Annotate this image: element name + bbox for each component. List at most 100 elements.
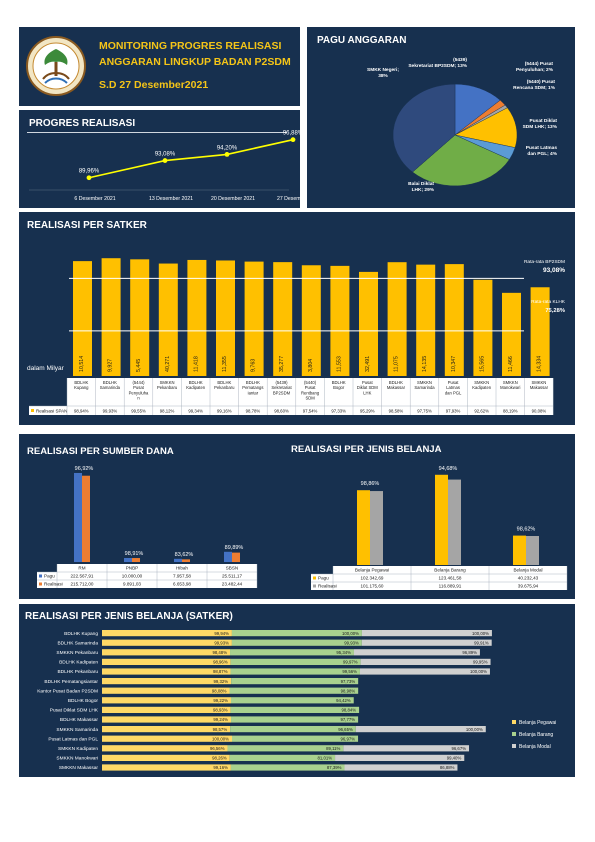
header-title-line1: MONITORING PROGRES REALISASI — [99, 40, 282, 52]
satker-table-legend-cell — [29, 406, 67, 415]
pie-slice-label: SMKK Negeri; 38% — [367, 67, 399, 79]
js-bar-segment — [231, 639, 362, 646]
js-bar-label: 98,26% — [212, 756, 227, 761]
satker-category-label: SMKKN Manokwari — [500, 380, 520, 390]
jenis-bar — [526, 536, 539, 565]
js-bar-label: 97,73% — [341, 679, 356, 684]
jenis-category-label: Belanja Barang — [434, 568, 466, 573]
pie-slice-label: (5439) Sekretariat BP2SDM; 13% — [408, 57, 467, 69]
sumber-cell-value: 10.000,00 — [122, 574, 143, 579]
jenis-cell-value: 40.232,43 — [518, 576, 539, 581]
satker-category-label: Pusat Latmas dan PGL — [445, 380, 462, 395]
progress-data-label: 89,96% — [79, 169, 100, 175]
satker-bar — [416, 264, 436, 376]
js-bar-label: 99,97% — [343, 660, 358, 665]
sumber-bar — [224, 551, 232, 562]
js-category-label: BDLHK Pekanbaru — [57, 669, 98, 675]
satker-legend-label: Realisasi SPAN — [36, 409, 67, 414]
js-bar-segment — [230, 697, 354, 704]
satker-percent-label: 99,16% — [217, 409, 232, 414]
js-bar-label: 98,57% — [213, 727, 228, 732]
js-bar-label: 96,56% — [210, 746, 225, 751]
pie-slice-label: Pusat Latmas dan PGL; 4% — [526, 145, 558, 157]
sumber-bar — [74, 472, 82, 562]
js-bar-segment — [102, 649, 231, 656]
js-bar-label: 98,98% — [341, 688, 356, 693]
satker-percent-label: 97,75% — [417, 409, 432, 414]
js-bar-segment — [102, 764, 231, 771]
satker-bar-value: 9,763 — [251, 359, 257, 372]
satker-bar-value: 35,277 — [279, 356, 285, 372]
satker-percent-label: 99,34% — [188, 409, 203, 414]
jenis-cell-value: 116.889,91 — [439, 584, 462, 589]
js-bar-label: 100,00% — [212, 736, 229, 741]
satker-bar-value: 11,075 — [394, 356, 400, 372]
satker-bar-value: 14,334 — [537, 356, 543, 372]
jenis-title: REALISASI PER JENIS BELANJA — [291, 444, 442, 455]
satker-category-label: Pusat Diklat SDM LHK — [357, 380, 378, 395]
sumber-cell-value: 23.482,44 — [222, 582, 243, 587]
js-category-label: SMKKN Kadipaten — [58, 746, 98, 752]
sumber-legend-label: Realisasi — [44, 582, 63, 587]
jenis-satker-bar-chart: BDLHK Kupang 99,94% 100,00% 100,00% BDLHK Sa… — [37, 630, 556, 771]
satker-bar-value: 14,135 — [422, 356, 428, 372]
js-category-label: Pusat Latmas dan PGL — [48, 736, 98, 742]
js-bar-label: 98,93% — [213, 708, 228, 713]
satker-category-label: BDLHK Pematangs iantar — [242, 380, 263, 395]
satker-bar-value: 40,271 — [165, 356, 171, 372]
satker-bar — [73, 261, 92, 376]
satker-bar — [273, 262, 293, 376]
progress-panel: PROGRES REALISASI 89,96% 6 Desember 2021 9… — [19, 110, 300, 208]
js-category-label: SMKKN Makassar — [59, 765, 99, 771]
satker-bar-value: 9,927 — [108, 359, 114, 372]
jenis-legend-swatch — [313, 584, 316, 588]
progress-data-label: 94,20% — [217, 145, 238, 151]
progress-underline — [27, 132, 287, 133]
js-bar-label: 99,91% — [474, 640, 489, 645]
satker-bar — [387, 262, 407, 376]
sumber-legend-swatch — [39, 582, 42, 586]
sumber-category-label: PNBP — [126, 566, 139, 571]
js-category-label: BDLHK Samarinda — [57, 640, 98, 646]
satker-bar — [216, 260, 235, 376]
sumber-category-label: SBSN — [226, 566, 239, 571]
progress-series-line — [88, 138, 294, 179]
sumber-legend-label: Pagu — [44, 574, 55, 579]
js-bar-segment — [360, 658, 491, 665]
js-bar-label: 99,56% — [342, 669, 357, 674]
sumber-cell-value: 25.511,17 — [222, 574, 243, 579]
js-bar-label: 99,32% — [214, 679, 229, 684]
satker-bar — [359, 271, 378, 376]
sumber-category-label: RM — [78, 566, 85, 571]
js-bar-label: 98,48% — [212, 650, 227, 655]
sumber-percent-label: 98,91% — [125, 551, 144, 557]
progress-point — [162, 158, 168, 163]
satker-category-label: BDLHK Pekanbaru — [214, 380, 235, 390]
jenis-table-bg — [333, 566, 567, 590]
js-bar-segment — [227, 745, 344, 752]
sumber-percent-label: 96,92% — [75, 466, 94, 472]
satker-percent-label: 98,12% — [160, 409, 175, 414]
satker-percent-label: 90,08% — [532, 409, 547, 414]
satker-category-label: BDLHK Makassar — [387, 380, 406, 390]
satker-category-label: BDLHK Kadipaten — [186, 380, 206, 390]
js-bar-label: 96,65% — [338, 727, 353, 732]
sumber-cell-value: 7.957,58 — [173, 574, 191, 579]
sumber-bar — [174, 558, 182, 562]
js-bar-segment — [102, 668, 231, 675]
sumber-bar — [182, 559, 190, 562]
satker-category-label: BDLHK Bogor — [332, 380, 346, 390]
satker-bar — [473, 279, 493, 376]
satker-bar — [158, 263, 178, 376]
sumber-legend-swatch — [39, 574, 42, 578]
progress-line-chart: 89,96% 6 Desember 2021 93,08% 13 Desember 2… — [29, 131, 300, 202]
js-bar-segment — [231, 630, 362, 637]
js-bar-segment — [102, 630, 232, 637]
jenis-cell-value: 101.175,60 — [361, 584, 384, 589]
js-bar-label: 100,00% — [470, 669, 487, 674]
satker-percent-label: 97,54% — [303, 409, 318, 414]
js-bar-segment — [361, 630, 492, 637]
js-bar-segment — [230, 764, 345, 771]
js-bar-label: 96,89% — [462, 650, 477, 655]
satker-bar-value: 11,553 — [336, 356, 342, 372]
